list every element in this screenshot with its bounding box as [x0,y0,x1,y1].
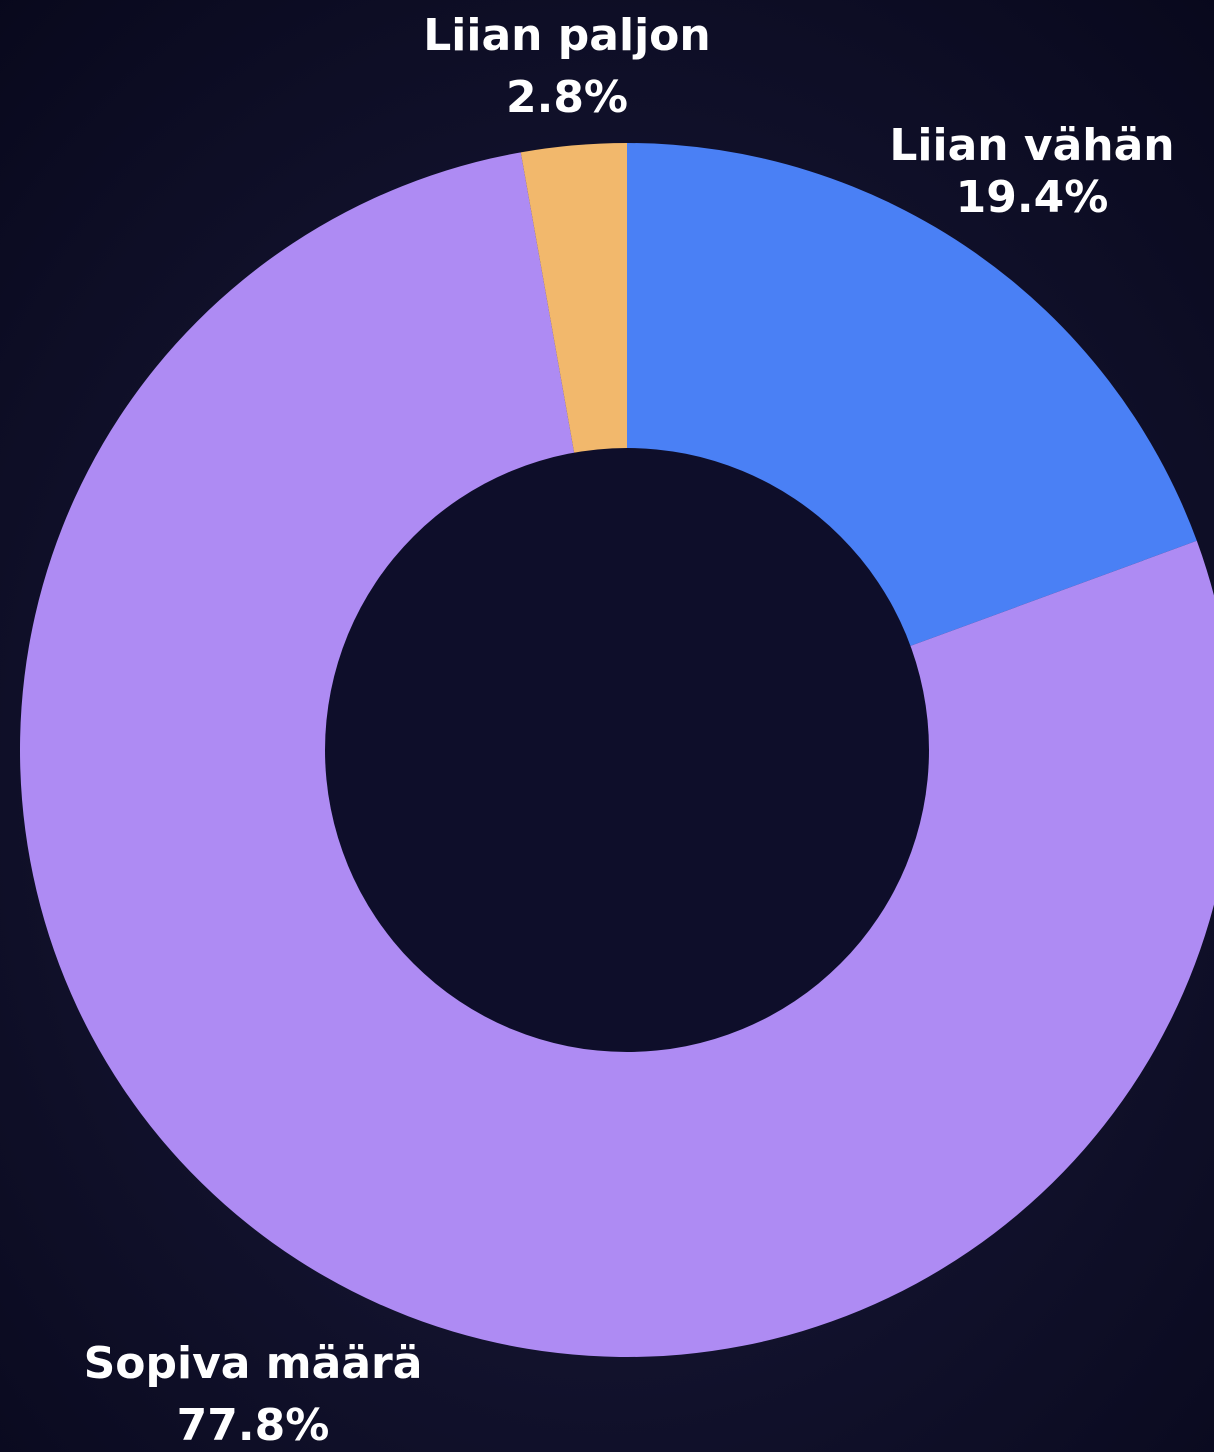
slice-value-label: 19.4% [956,172,1109,223]
slice-label: Liian vähän [889,120,1174,171]
slice-label: Sopiva määrä [84,1338,423,1389]
slice-value-label: 2.8% [506,72,628,123]
slice-value-label: 77.8% [177,1400,330,1451]
slice-label: Liian paljon [423,10,710,61]
donut-hole [325,448,929,1052]
